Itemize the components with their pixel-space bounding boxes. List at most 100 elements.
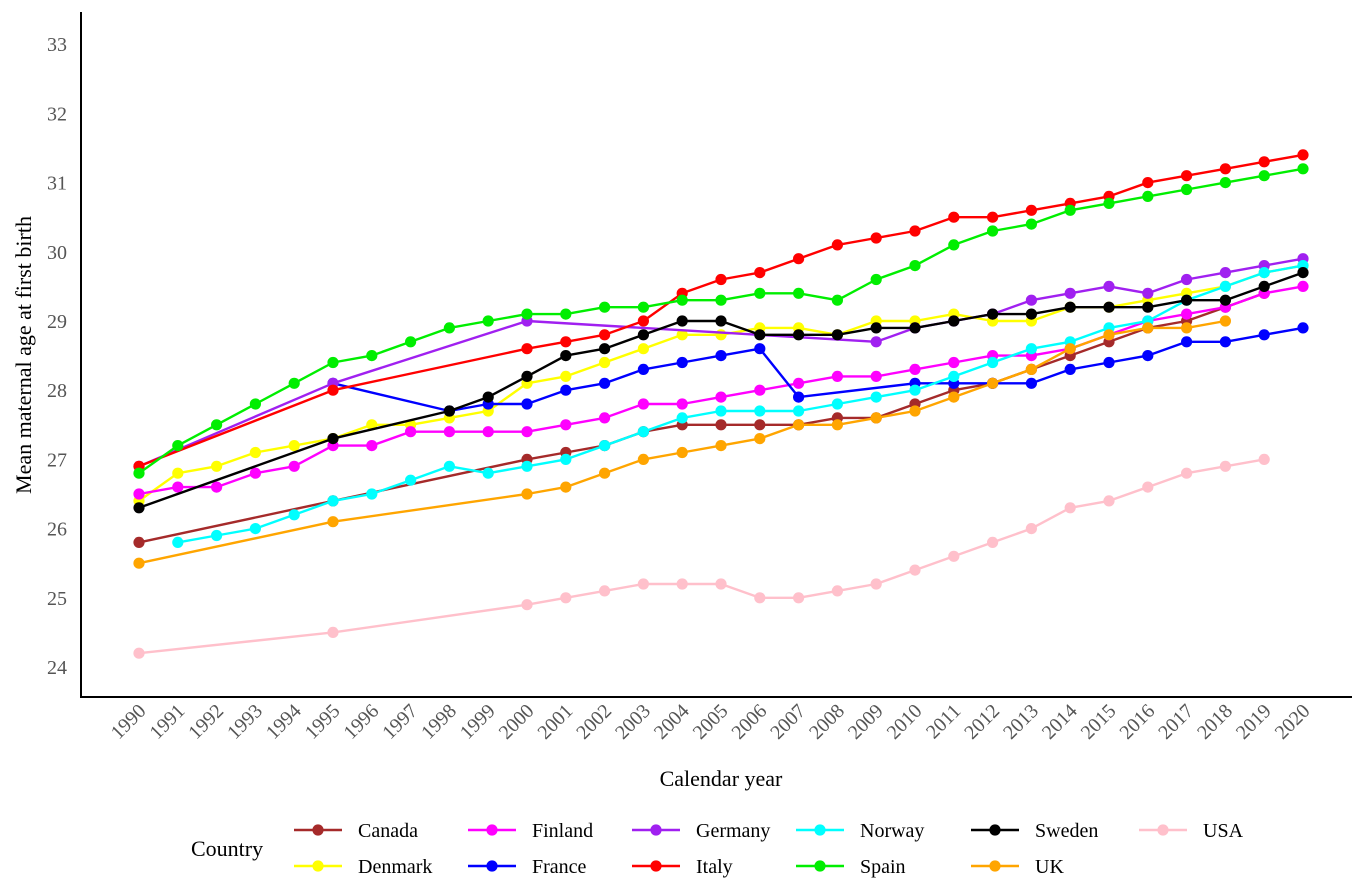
point-france-2014 (1064, 363, 1076, 375)
legend-marker-finland (486, 824, 498, 836)
point-sweden-2000 (521, 370, 533, 382)
point-uk-2009 (870, 412, 882, 424)
x-tick-label-2016: 2016 (1115, 700, 1159, 744)
point-finland-2009 (870, 370, 882, 382)
point-spain-1998 (443, 322, 455, 334)
point-italy-2008 (831, 239, 844, 251)
x-tick-label-1994: 1994 (262, 700, 306, 744)
legend-marker-spain (814, 860, 826, 872)
point-usa-2002 (599, 585, 611, 597)
point-denmark-1992 (211, 460, 223, 472)
point-uk-2015 (1103, 329, 1115, 341)
legend-item-sweden: Sweden (971, 820, 1098, 842)
point-uk-1990 (133, 557, 145, 569)
point-uk-2011 (948, 391, 960, 403)
legend-label-italy: Italy (696, 856, 733, 878)
point-spain-2012 (987, 225, 999, 237)
x-tick-labels: 1990199119921993199419951996199719981999… (107, 700, 1315, 744)
point-sweden-2004 (676, 315, 688, 327)
x-tick-label-2019: 2019 (1232, 700, 1276, 744)
x-tick-label-2017: 2017 (1154, 700, 1198, 744)
point-uk-2006 (754, 433, 766, 445)
x-tick-label-2002: 2002 (572, 700, 616, 744)
point-norway-2000 (521, 460, 533, 472)
point-finland-2001 (560, 419, 572, 431)
legend-marker-denmark (312, 860, 324, 872)
point-norway-2006 (754, 405, 766, 417)
point-spain-1996 (366, 350, 378, 362)
point-france-2006 (754, 343, 766, 355)
point-germany-2018 (1219, 267, 1231, 279)
point-italy-2005 (715, 273, 727, 286)
legend-marker-uk (989, 860, 1001, 872)
series-norway (172, 260, 1309, 549)
point-sweden-2005 (715, 315, 727, 327)
series-germany (133, 253, 1309, 472)
series-usa (133, 453, 1270, 659)
point-norway-1999 (482, 467, 494, 479)
point-spain-2007 (793, 287, 805, 299)
point-uk-2013 (1025, 363, 1037, 375)
legend-label-uk: UK (1035, 856, 1064, 878)
point-italy-2016 (1142, 177, 1154, 189)
legend-item-italy: Italy (632, 856, 733, 878)
point-usa-2003 (637, 578, 650, 590)
point-finland-2005 (715, 391, 727, 403)
point-finland-1990 (133, 488, 145, 500)
point-usa-2007 (793, 592, 805, 604)
point-france-2004 (676, 356, 688, 369)
point-italy-2020 (1297, 149, 1309, 161)
point-france-2007 (793, 391, 805, 403)
x-tick-label-2014: 2014 (1038, 700, 1082, 744)
point-sweden-2010 (909, 322, 921, 334)
point-spain-2009 (870, 273, 882, 286)
point-usa-2009 (870, 578, 882, 590)
legend-label-finland: Finland (532, 820, 593, 842)
point-finland-2000 (521, 426, 533, 438)
point-norway-2002 (599, 440, 611, 452)
x-tick-label-2005: 2005 (689, 700, 733, 744)
point-sweden-2019 (1258, 280, 1270, 292)
x-tick-label-2012: 2012 (960, 700, 1004, 744)
legend-label-sweden: Sweden (1035, 820, 1098, 842)
point-france-2013 (1025, 377, 1037, 389)
chart-marks (133, 149, 1309, 659)
legend-item-germany: Germany (632, 820, 770, 842)
legend: Canada Denmark Finland France Germany Italy No… (294, 820, 1244, 878)
legend-label-spain: Spain (860, 856, 906, 878)
series-line-germany (138, 257, 1304, 468)
point-finland-1994 (288, 460, 300, 472)
series-line-norway (177, 264, 1304, 544)
point-norway-1991 (172, 536, 184, 549)
series-line-usa (138, 458, 1265, 655)
x-tick-label-2001: 2001 (533, 700, 577, 744)
point-norway-1993 (249, 523, 261, 535)
point-usa-2015 (1103, 495, 1115, 507)
point-sweden-2006 (754, 329, 766, 341)
y-axis-label: Mean maternal age at first birth (11, 216, 36, 494)
point-finland-2007 (793, 377, 805, 389)
point-usa-2019 (1258, 453, 1270, 465)
point-italy-2011 (948, 211, 960, 223)
point-denmark-1994 (288, 440, 300, 452)
x-tick-label-1999: 1999 (456, 700, 500, 744)
point-italy-2006 (754, 267, 766, 279)
x-tick-label-2006: 2006 (727, 700, 771, 744)
x-tick-label-1998: 1998 (417, 700, 461, 744)
x-tick-label-1991: 1991 (145, 700, 189, 744)
point-norway-1992 (211, 529, 223, 542)
point-norway-2018 (1219, 280, 1231, 292)
point-usa-1995 (327, 626, 339, 639)
x-tick-label-2004: 2004 (650, 700, 694, 744)
point-france-2019 (1258, 329, 1270, 341)
point-italy-2003 (637, 315, 650, 327)
point-italy-2010 (909, 225, 921, 237)
point-finland-2002 (599, 412, 611, 424)
point-spain-2016 (1142, 190, 1154, 202)
point-sweden-2003 (637, 329, 650, 341)
legend-item-spain: Spain (796, 856, 906, 878)
point-france-2000 (521, 398, 533, 410)
point-sweden-2013 (1025, 308, 1037, 320)
point-spain-2018 (1219, 177, 1231, 189)
